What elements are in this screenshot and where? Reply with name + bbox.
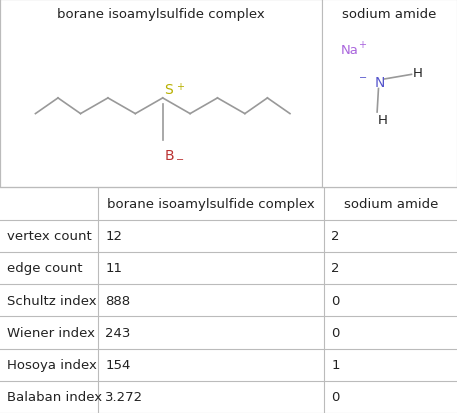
Text: N: N	[374, 76, 385, 90]
Text: 0: 0	[331, 326, 340, 339]
Text: H: H	[378, 114, 388, 127]
Text: borane isoamylsulfide complex: borane isoamylsulfide complex	[57, 8, 265, 21]
Text: 3.272: 3.272	[105, 390, 143, 404]
Text: Wiener index: Wiener index	[7, 326, 95, 339]
Text: S: S	[165, 83, 173, 97]
Text: Na: Na	[341, 44, 359, 57]
Text: 0: 0	[331, 294, 340, 307]
Text: Hosoya index: Hosoya index	[7, 358, 97, 371]
Text: edge count: edge count	[7, 262, 82, 275]
Text: sodium amide: sodium amide	[344, 197, 438, 211]
Text: H: H	[413, 67, 423, 80]
Text: Balaban index: Balaban index	[7, 390, 102, 404]
Text: 1: 1	[331, 358, 340, 371]
Text: 2: 2	[331, 230, 340, 242]
Text: −: −	[359, 72, 367, 82]
Text: Schultz index: Schultz index	[7, 294, 96, 307]
Text: sodium amide: sodium amide	[342, 8, 437, 21]
Text: 154: 154	[105, 358, 131, 371]
Text: 2: 2	[331, 262, 340, 275]
Text: borane isoamylsulfide complex: borane isoamylsulfide complex	[107, 197, 315, 211]
Text: B: B	[165, 149, 174, 163]
Text: 0: 0	[331, 390, 340, 404]
Text: +: +	[358, 40, 366, 50]
Text: 243: 243	[105, 326, 131, 339]
Text: 11: 11	[105, 262, 122, 275]
Text: vertex count: vertex count	[7, 230, 91, 242]
Text: −: −	[176, 155, 184, 165]
Bar	[0, 0, 457, 188]
Text: +: +	[176, 82, 184, 92]
Text: 888: 888	[105, 294, 130, 307]
Text: 12: 12	[105, 230, 122, 242]
